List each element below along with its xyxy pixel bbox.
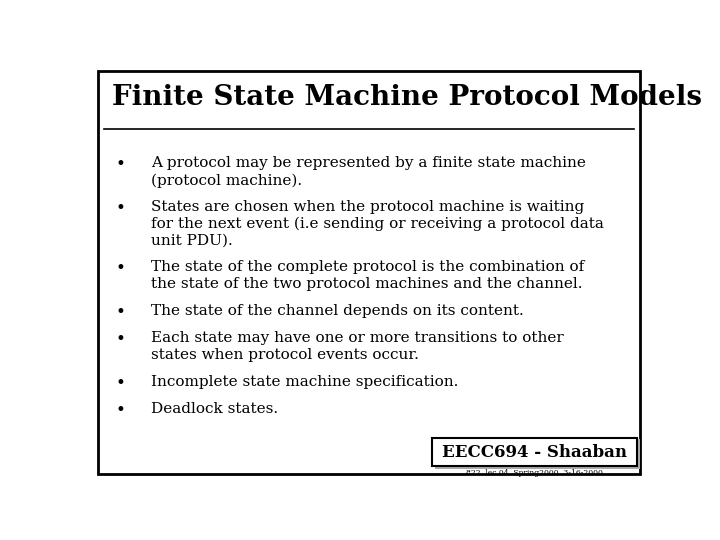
Text: •: • [116, 375, 125, 392]
Text: States are chosen when the protocol machine is waiting
for the next event (i.e s: States are chosen when the protocol mach… [151, 200, 604, 248]
FancyBboxPatch shape [435, 439, 640, 469]
Text: •: • [116, 331, 125, 348]
Text: The state of the channel depends on its content.: The state of the channel depends on its … [151, 304, 524, 318]
Text: •: • [116, 260, 125, 277]
FancyBboxPatch shape [432, 438, 637, 467]
Text: Each state may have one or more transitions to other
states when protocol events: Each state may have one or more transiti… [151, 331, 564, 362]
Text: •: • [116, 156, 125, 173]
Text: •: • [116, 304, 125, 321]
Text: 822  lec 04  Spring2000  3-16-2000: 822 lec 04 Spring2000 3-16-2000 [467, 469, 603, 477]
Text: •: • [116, 200, 125, 217]
Text: Finite State Machine Protocol Models: Finite State Machine Protocol Models [112, 84, 702, 111]
Text: Deadlock states.: Deadlock states. [151, 402, 279, 416]
Text: Incomplete state machine specification.: Incomplete state machine specification. [151, 375, 459, 389]
Text: •: • [116, 402, 125, 418]
FancyBboxPatch shape [99, 71, 639, 474]
Text: A protocol may be represented by a finite state machine
(protocol machine).: A protocol may be represented by a finit… [151, 156, 586, 187]
Text: EECC694 - Shaaban: EECC694 - Shaaban [442, 444, 627, 461]
Text: The state of the complete protocol is the combination of
the state of the two pr: The state of the complete protocol is th… [151, 260, 585, 291]
